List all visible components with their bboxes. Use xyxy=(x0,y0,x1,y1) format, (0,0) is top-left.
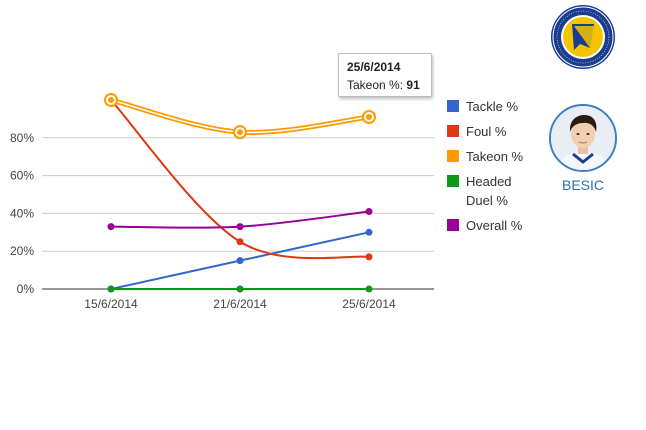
y-tick-label: 80% xyxy=(10,131,34,145)
legend-label-overall: Overall % xyxy=(466,218,523,233)
data-point-core-takeon-0 xyxy=(108,97,114,103)
data-points[interactable] xyxy=(104,93,376,293)
legend-swatch-overall xyxy=(447,219,459,231)
legend-item-headed-duel[interactable]: Headed Duel % xyxy=(447,172,537,210)
legend-swatch-headed-duel xyxy=(447,175,459,187)
federation-logo xyxy=(551,5,615,69)
tooltip-date: 25/6/2014 xyxy=(347,60,401,74)
legend-item-overall[interactable]: Overall % xyxy=(447,216,537,235)
data-point-core-takeon-1 xyxy=(237,129,243,136)
y-tick-label: 60% xyxy=(10,169,34,183)
data-point-overall-1[interactable] xyxy=(236,223,244,231)
legend-label-takeon: Takeon % xyxy=(466,149,524,164)
data-point-headed-duel-1[interactable] xyxy=(236,285,244,293)
y-axis-tick-labels: 0% 20% 40% 60% 80% xyxy=(10,131,34,296)
legend-swatch-takeon xyxy=(447,150,459,162)
data-point-headed-duel-2[interactable] xyxy=(365,285,373,293)
y-tick-label: 20% xyxy=(10,244,34,258)
data-point-foul-1[interactable] xyxy=(236,238,244,246)
data-point-tackle-1[interactable] xyxy=(236,257,244,265)
legend-item-takeon[interactable]: Takeon % xyxy=(447,147,537,166)
chart-tooltip: 25/6/2014 Takeon %: 91 xyxy=(338,53,432,97)
tooltip-label: Takeon %: xyxy=(347,78,404,92)
y-tick-label: 0% xyxy=(17,282,35,296)
data-point-foul-2[interactable] xyxy=(365,253,373,261)
player-avatar xyxy=(549,104,617,172)
legend-label-foul: Foul % xyxy=(466,124,507,139)
y-tick-label: 40% xyxy=(10,206,34,220)
x-tick-label: 25/6/2014 xyxy=(342,297,396,311)
legend-label-headed-duel: Headed Duel % xyxy=(466,174,512,208)
data-point-headed-duel-0[interactable] xyxy=(107,285,115,293)
chart-legend: Tackle % Foul % Takeon % Headed Duel % O… xyxy=(447,97,537,241)
legend-item-tackle[interactable]: Tackle % xyxy=(447,97,537,116)
data-point-tackle-2[interactable] xyxy=(365,228,373,236)
legend-item-foul[interactable]: Foul % xyxy=(447,122,537,141)
legend-swatch-foul xyxy=(447,125,459,137)
legend-swatch-tackle xyxy=(447,100,459,112)
x-tick-label: 21/6/2014 xyxy=(213,297,267,311)
x-axis-tick-labels: 15/6/2014 21/6/2014 25/6/2014 xyxy=(84,297,396,311)
data-point-core-takeon-2 xyxy=(366,114,372,121)
x-tick-label: 15/6/2014 xyxy=(84,297,138,311)
data-point-overall-0[interactable] xyxy=(107,223,115,231)
grid-lines xyxy=(42,137,434,290)
data-point-overall-2[interactable] xyxy=(365,208,373,216)
player-name[interactable]: BESIC xyxy=(561,177,604,193)
tooltip-value: 91 xyxy=(406,78,420,92)
player-photo xyxy=(551,106,615,170)
legend-label-tackle: Tackle % xyxy=(466,99,519,114)
